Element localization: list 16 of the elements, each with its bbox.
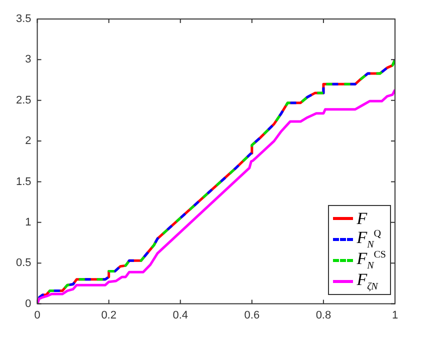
x-tick-label: 0.4 (172, 309, 188, 322)
y-tick-label: 0.5 (16, 257, 32, 270)
x-tick-label: 0.6 (244, 309, 260, 322)
y-tick-label: 1 (25, 216, 32, 228)
legend-label: F$_{ζN}$ (356, 270, 378, 293)
x-tick-label: 0.8 (316, 309, 332, 322)
y-tick-label: 2 (25, 135, 32, 148)
y-tick-label: 1.5 (16, 176, 32, 188)
x-tick-label: 1 (392, 309, 398, 322)
y-tick-label: 2.5 (16, 94, 32, 106)
x-tick-label: 0.2 (101, 309, 116, 322)
legend-label: F (356, 208, 368, 228)
y-tick-label: 0 (25, 298, 32, 310)
y-tick-label: 3.5 (16, 13, 32, 26)
x-tick-label: 0 (34, 309, 40, 322)
y-tick-label: 3 (25, 54, 32, 66)
